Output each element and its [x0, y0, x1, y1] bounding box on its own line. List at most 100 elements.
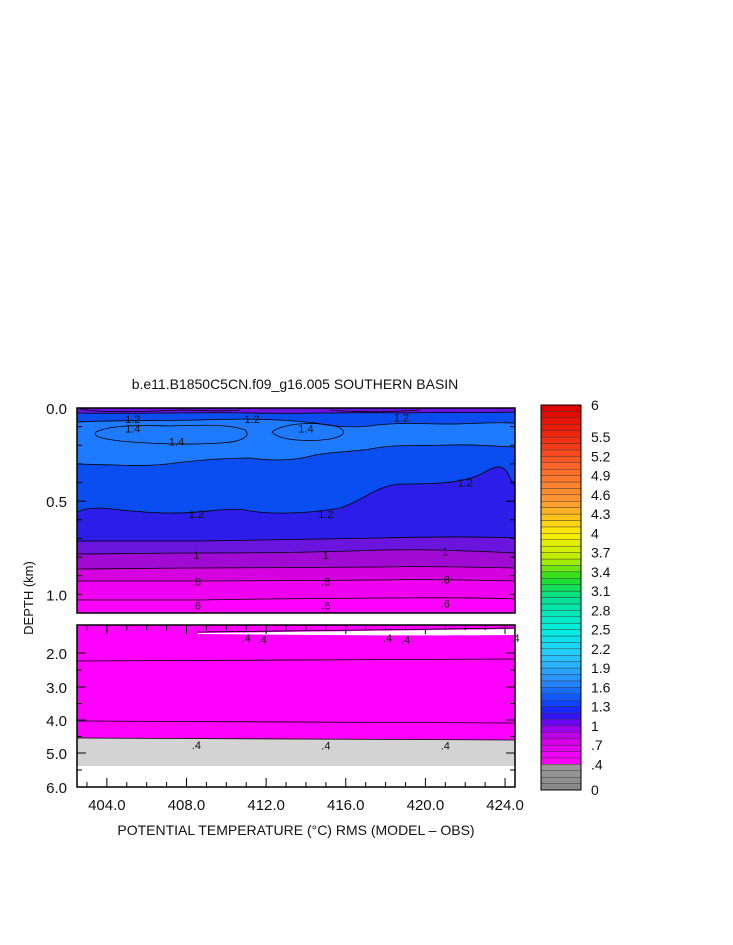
colorbar-label: 3.7: [591, 545, 611, 561]
colorbar-segment: [540, 725, 582, 733]
fill-top-purple: [77, 408, 515, 414]
x-tick-label: 404.0: [88, 797, 126, 814]
colorbar-segment: [540, 481, 582, 489]
colorbar-label: 2.2: [591, 641, 611, 657]
lower-frame: [76, 624, 516, 788]
y-tick-label-lower: 3.0: [46, 680, 67, 697]
colorbar-segment: [540, 417, 582, 425]
colorbar-segment: [540, 475, 582, 483]
colorbar-segment: [540, 629, 582, 637]
colorbar-label: 2.5: [591, 622, 611, 638]
y-tick-label-lower: 2.0: [46, 646, 67, 663]
x-tick-label: 408.0: [168, 797, 206, 814]
colorbar-segment: [540, 424, 582, 431]
white-sliver: [198, 629, 515, 636]
y-axis-label: DEPTH (km): [21, 561, 36, 635]
colorbar-label: 4: [591, 525, 599, 541]
colorbar-segment: [540, 687, 582, 694]
contour-label-upper: 1: [193, 550, 199, 562]
colorbar-segment: [540, 622, 582, 630]
contour-label-upper: .6: [441, 599, 450, 611]
colorbar-segment: [540, 520, 582, 528]
colorbar-segment: [540, 578, 582, 585]
colorbar-label: 5.5: [591, 429, 611, 445]
colorbar-segment: [540, 693, 582, 701]
colorbar-segment: [540, 436, 582, 444]
colorbar-segment: [540, 449, 582, 457]
colorbar-segment: [540, 680, 582, 688]
colorbar-label: 1: [591, 718, 599, 734]
contour-label-lower: .4: [242, 633, 251, 645]
colorbar-segment: [540, 545, 582, 553]
colorbar-segment: [540, 719, 582, 727]
x-tick-label: 412.0: [247, 797, 285, 814]
contour-label-upper: .8: [192, 576, 201, 588]
colorbar-label: 1.3: [591, 699, 611, 715]
colorbar-segment: [540, 411, 582, 419]
colorbar-segment: [540, 430, 582, 438]
contour-label-upper: 1.2: [394, 412, 409, 424]
y-axis-lower: 2.0 3.0 4.0 5.0 6.0: [46, 624, 515, 797]
colorbar-segment: [540, 751, 582, 759]
fill-core-14-mid: [272, 423, 344, 441]
colorbar-segment: [540, 468, 582, 476]
upper-frame: [76, 407, 516, 614]
x-tick-label: 420.0: [407, 797, 445, 814]
colorbar-segment: [540, 706, 582, 714]
contour-label-upper: 1.4: [169, 437, 184, 449]
colorbar-segment: [540, 616, 582, 624]
lower-panel: [77, 625, 515, 787]
colorbar: 0 .4 .7 1 1.3 1.6 1.9 2.2 2.5 2.8 3.1 3.4 3.7 4 4.3 4.6…: [540, 397, 611, 798]
colorbar-segment: [540, 443, 582, 451]
contour-labels: 1.2 1.2 1.21.41.41.41.21.2 1.21 1 1.8.8.8.6.6…: [125, 412, 519, 752]
colorbar-segment: [540, 501, 582, 508]
fill-lower-ground: [77, 738, 515, 766]
contour-label-lower: .4: [192, 740, 201, 752]
colorbar-segment: [540, 539, 582, 547]
contour-label-lower: .4: [258, 635, 267, 647]
contour-label-upper: .6: [321, 601, 330, 613]
y-axis-upper: 0.0 0.5 1.0: [46, 401, 515, 614]
contour-label-upper: 1: [323, 550, 329, 562]
colorbar-segment: [540, 635, 582, 643]
colorbar-segment: [540, 507, 582, 515]
chart-title: b.e11.B1850C5CN.f09_g16.005 SOUTHERN BAS…: [132, 376, 459, 392]
colorbar-label: 1.6: [591, 679, 611, 695]
colorbar-segment: [540, 661, 582, 669]
contour-label-lower: .4: [383, 633, 392, 645]
y-tick-label-upper: 0.0: [46, 401, 67, 418]
colorbar-label: 4.6: [591, 487, 611, 503]
colorbar-label: 3.4: [591, 564, 611, 580]
colorbar-segment: [540, 642, 582, 650]
colorbar-segment: [540, 610, 582, 617]
colorbar-label: 6: [591, 397, 599, 413]
colorbar-segment: [540, 404, 582, 412]
y-tick-label-lower: 6.0: [46, 780, 67, 797]
colorbar-label: 1.9: [591, 660, 611, 676]
colorbar-segment: [540, 526, 582, 534]
upper-panel: [77, 408, 515, 613]
colorbar-segment: [540, 565, 582, 573]
contour-label-lower: .4: [321, 740, 330, 752]
fill-lower-white: [77, 766, 515, 787]
x-tick-label: 416.0: [327, 797, 365, 814]
colorbar-label: 0: [591, 782, 599, 798]
contour-label-upper: 1.2: [189, 509, 204, 521]
contour-label-upper: 1.2: [125, 414, 140, 426]
contour-label-upper: 1.2: [318, 509, 333, 521]
upper-contour-lines: [77, 408, 515, 601]
colorbar-segment: [540, 776, 582, 784]
colorbar-segment: [540, 648, 582, 656]
contour-label-lower: .4: [441, 740, 450, 752]
colorbar-segment: [540, 655, 582, 662]
colorbar-label: 2.8: [591, 602, 611, 618]
contour-label-upper: 1.2: [245, 414, 260, 426]
y-tick-label-lower: 5.0: [46, 746, 67, 763]
contour-label-upper: 1.2: [458, 478, 473, 490]
colorbar-segment: [540, 757, 582, 765]
colorbar-label: 4.3: [591, 506, 611, 522]
colorbar-segment: [540, 770, 582, 778]
contour-label-lower: .4: [401, 635, 410, 647]
colorbar-segment: [540, 732, 582, 739]
